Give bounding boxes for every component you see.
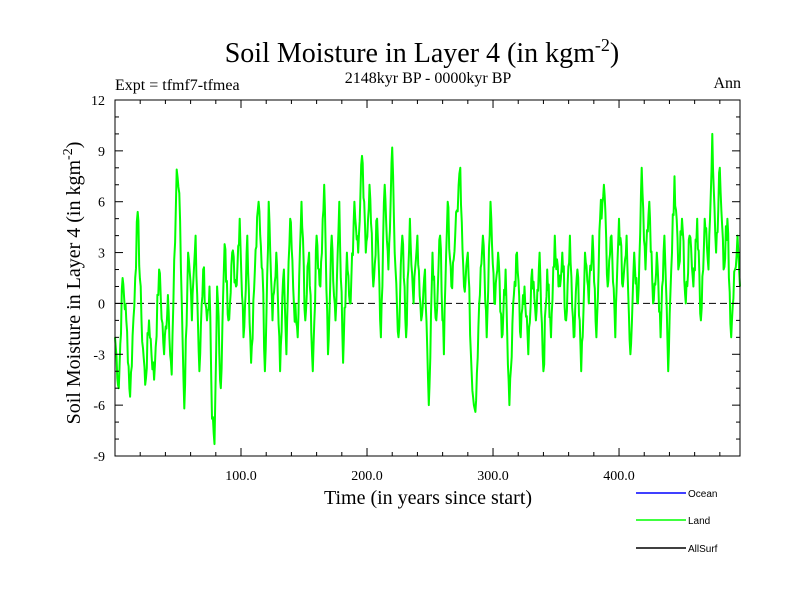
y-tick-label: -3	[93, 348, 105, 363]
x-tick-label: 400.0	[603, 469, 635, 484]
season-label: Ann	[713, 75, 741, 92]
plot-area	[114, 132, 741, 446]
x-axis-label: Time (in years since start)	[324, 487, 532, 509]
axes: -9 -6 -3 0 3 6 9 12 100.0 200.0 300.0 400.0	[91, 94, 741, 484]
plot-frame	[114, 99, 741, 457]
y-tick-label: 9	[98, 145, 105, 160]
legend: Ocean Land AllSurf	[636, 489, 718, 555]
legend-label-ocean: Ocean	[688, 489, 717, 500]
y-tick-label: 6	[98, 196, 105, 211]
legend-label-land: Land	[688, 516, 710, 527]
y-axis-label: Soil Moisture in Layer 4 (in kgm-2)	[61, 142, 85, 425]
x-tick-label: 100.0	[225, 469, 257, 484]
experiment-label: Expt = tfmf7-tfmea	[115, 77, 240, 94]
chart-subtitle: 2148kyr BP - 0000kyr BP	[345, 70, 512, 87]
y-tick-label: -9	[93, 450, 105, 465]
y-tick-label: 12	[91, 94, 105, 109]
y-tick-label: 0	[98, 297, 105, 312]
y-tick-label: 3	[98, 247, 105, 262]
land-series-line	[114, 132, 741, 446]
x-tick-label: 200.0	[351, 469, 383, 484]
y-tick-label: -6	[93, 399, 105, 414]
chart-title: Soil Moisture in Layer 4 (in kgm-2)	[225, 35, 620, 69]
legend-label-allsurf: AllSurf	[688, 544, 718, 555]
x-tick-label: 300.0	[477, 469, 509, 484]
